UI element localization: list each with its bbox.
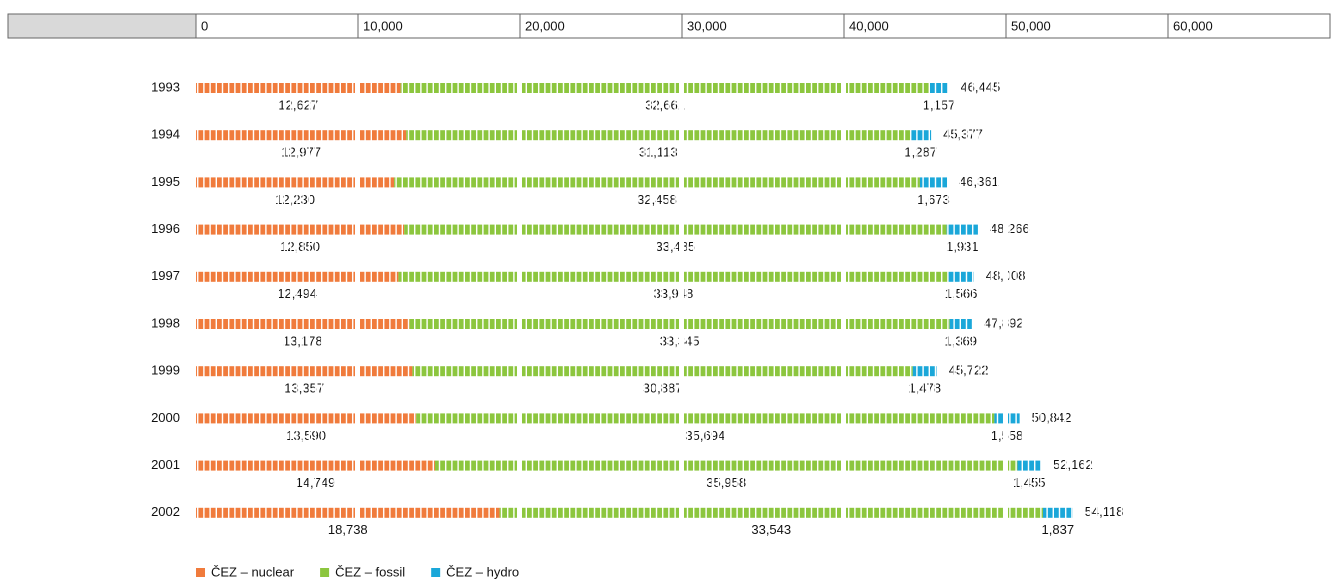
legend-label: ČEZ – nuclear (211, 564, 295, 579)
y-tick-label: 1994 (151, 127, 180, 142)
legend-swatch (196, 568, 205, 577)
legend-swatch (431, 568, 441, 577)
y-tick-label: 2000 (151, 410, 180, 425)
y-tick-label: 1999 (151, 363, 180, 378)
y-tick-label: 1995 (151, 174, 180, 189)
header-cell (357, 13, 521, 39)
legend-swatch (320, 568, 330, 577)
x-tick-label: 20,000 (525, 18, 565, 33)
header-cell (519, 13, 683, 39)
block-texture (196, 78, 1330, 523)
header-cell (681, 13, 845, 39)
block-gap (355, 78, 360, 523)
y-tick-label: 1997 (151, 268, 180, 283)
header-cell (1167, 13, 1331, 39)
x-tick-label: 40,000 (849, 18, 889, 33)
y-tick-label: 1998 (151, 315, 180, 330)
block-gap (679, 78, 684, 523)
header-cell (1005, 13, 1169, 39)
block-gap (517, 78, 522, 523)
y-tick-label: 1996 (151, 221, 180, 236)
x-tick-label: 30,000 (687, 18, 727, 33)
header-cell (195, 13, 359, 39)
x-tick-label: 10,000 (363, 18, 403, 33)
block-gap (1003, 78, 1008, 523)
y-tick-label: 2001 (151, 457, 180, 472)
x-tick-label: 0 (201, 18, 208, 33)
block-gap (841, 78, 846, 523)
x-tick-label: 60,000 (1173, 18, 1213, 33)
y-tick-label: 1993 (151, 79, 180, 94)
legend-label: ČEZ – hydro (446, 564, 519, 579)
x-tick-label: 50,000 (1011, 18, 1051, 33)
y-tick-label: 2002 (151, 504, 180, 519)
value-label: 33,543 (751, 522, 791, 537)
value-label: 1,837 (1042, 522, 1075, 537)
block-gap (1165, 78, 1170, 523)
legend-label: ČEZ – fossil (335, 564, 405, 579)
value-label: 18,738 (328, 522, 368, 537)
header-blank (7, 13, 197, 39)
